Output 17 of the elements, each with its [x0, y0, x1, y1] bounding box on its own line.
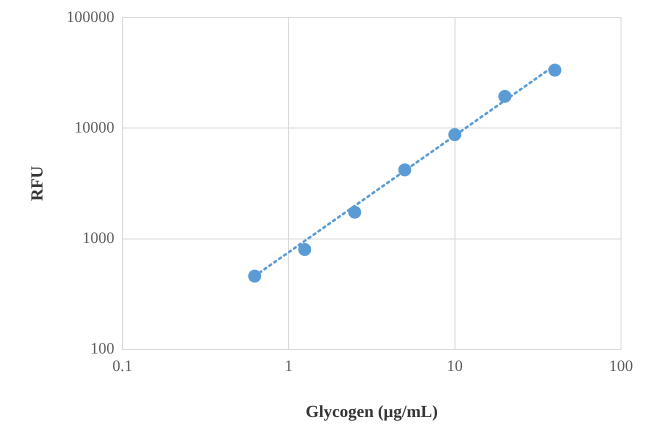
y-tick-label: 10000	[74, 119, 114, 136]
y-tick-label: 100000	[66, 8, 114, 26]
point	[548, 64, 562, 77]
y-tick-label: 100	[90, 340, 114, 358]
point	[398, 163, 412, 176]
point	[298, 243, 312, 256]
x-tick-label: 100	[609, 358, 633, 376]
point	[448, 128, 462, 142]
x-tick-label: 1	[284, 358, 293, 376]
x-axis-title: Glycogen (µg/mL)	[306, 402, 438, 422]
x-tick-label: 0.1	[112, 358, 132, 376]
x-tick-label: 10	[446, 358, 463, 376]
point	[348, 206, 362, 219]
point	[498, 90, 512, 103]
point	[248, 270, 262, 283]
y-axis-title: RFU	[28, 166, 47, 201]
y-tick-label: 1000	[82, 230, 114, 248]
